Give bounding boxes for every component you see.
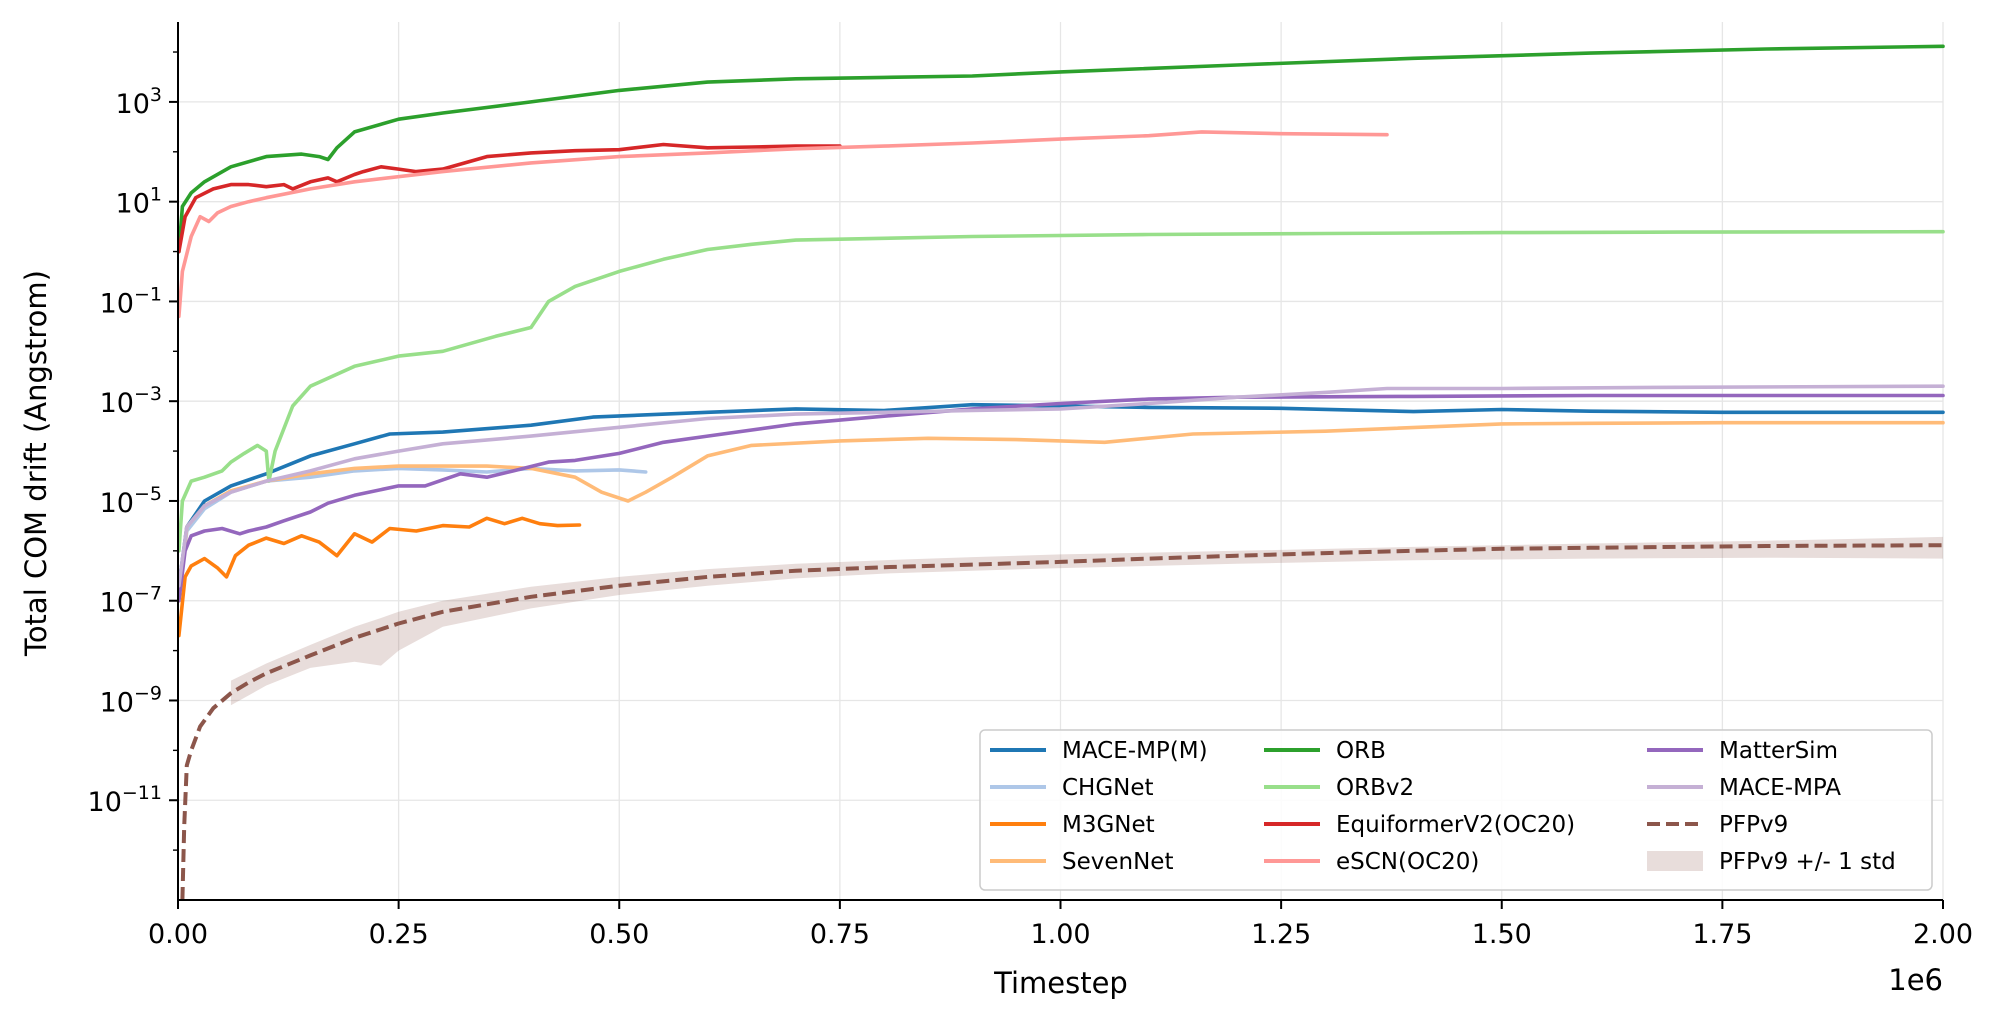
legend-entry-equiformerv2-oc20: EquiformerV2(OC20) <box>1264 812 1575 838</box>
legend: MACE-MP(M) CHGNet M3GNet SevenNet ORB ORBv2 Eq… <box>979 729 1933 891</box>
series-line-mattersim <box>177 393 1945 603</box>
legend-label: EquiformerV2(OC20) <box>1336 812 1575 838</box>
legend-label: MatterSim <box>1719 738 1838 764</box>
y-tick-label: 10−1 <box>100 283 162 319</box>
x-tick-label: 1.25 <box>1251 919 1311 950</box>
legend-entry-chgnet: CHGNet <box>990 775 1154 801</box>
legend-entry-mace-mp-m: MACE-MP(M) <box>990 738 1208 764</box>
x-tick-label: 0.50 <box>589 919 649 950</box>
legend-label: MACE-MP(M) <box>1062 738 1208 764</box>
x-axis-label: Timestep <box>993 966 1128 1000</box>
x-tick-label: 1.75 <box>1692 919 1752 950</box>
y-tick-label: 101 <box>116 184 162 220</box>
legend-frame <box>979 729 1933 891</box>
x-ticks: 0.00 0.25 0.50 0.75 1.00 1.25 1.50 1.75 2.00 <box>148 900 1973 950</box>
grid-lines <box>178 22 1944 900</box>
y-ticks: 10−11 10−9 10−7 10−5 10−3 10−1 101 103 <box>88 51 178 851</box>
series-line-pfpv9 <box>180 543 1944 901</box>
y-tick-label: 103 <box>116 84 162 120</box>
legend-label: ORBv2 <box>1336 775 1414 801</box>
legend-swatch <box>1647 851 1703 871</box>
legend-entry-orbv2: ORBv2 <box>1264 775 1414 801</box>
series-line-escn-oc20 <box>177 130 1389 319</box>
legend-label: SevenNet <box>1062 849 1173 875</box>
legend-entry-escn-oc20: eSCN(OC20) <box>1264 849 1479 875</box>
legend-label: ORB <box>1336 738 1386 764</box>
legend-entry-sevennet: SevenNet <box>990 849 1173 875</box>
y-axis-label: Total COM drift (Angstrom) <box>19 270 53 657</box>
series-line-equiformerv2-oc20 <box>177 142 842 254</box>
x-axis-offset-label: 1e6 <box>1888 963 1943 997</box>
x-tick-label: 2.00 <box>1913 919 1973 950</box>
series-line-orb <box>177 44 1945 254</box>
legend-label: eSCN(OC20) <box>1336 849 1479 875</box>
series-line-mace-mp-m <box>177 402 1945 588</box>
y-tick-label: 10−3 <box>100 383 162 419</box>
y-tick-label: 10−5 <box>100 483 162 519</box>
x-tick-label: 0.75 <box>810 919 870 950</box>
series-line-mace-mpa <box>177 384 1945 588</box>
x-tick-label: 1.00 <box>1030 919 1090 950</box>
legend-entry-mattersim: MatterSim <box>1647 738 1838 764</box>
legend-label: CHGNet <box>1062 775 1154 801</box>
legend-entry-mace-mpa: MACE-MPA <box>1647 775 1841 801</box>
series-line-m3gnet <box>177 516 582 638</box>
y-tick-label: 10−7 <box>100 583 162 619</box>
legend-entry-pfpv9: PFPv9 <box>1647 812 1788 838</box>
legend-label: MACE-MPA <box>1719 775 1841 801</box>
y-tick-label: 10−9 <box>100 682 162 718</box>
std-band-layer <box>230 536 1943 706</box>
legend-label: M3GNet <box>1062 812 1155 838</box>
y-tick-label: 10−11 <box>88 782 162 818</box>
x-tick-label: 1.50 <box>1472 919 1532 950</box>
x-tick-label: 0.00 <box>148 919 208 950</box>
legend-entry-pfpv9-1-std: PFPv9 +/- 1 std <box>1647 849 1896 875</box>
series-line-orbv2 <box>177 229 1945 553</box>
legend-label: PFPv9 <box>1719 812 1788 838</box>
pfpv9-std-band <box>230 536 1943 706</box>
series-lines <box>177 44 1945 901</box>
x-tick-label: 0.25 <box>369 919 429 950</box>
series-line-chgnet <box>177 466 648 603</box>
legend-entry-orb: ORB <box>1264 738 1386 764</box>
legend-entry-m3gnet: M3GNet <box>990 812 1155 838</box>
legend-label: PFPv9 +/- 1 std <box>1719 849 1896 875</box>
